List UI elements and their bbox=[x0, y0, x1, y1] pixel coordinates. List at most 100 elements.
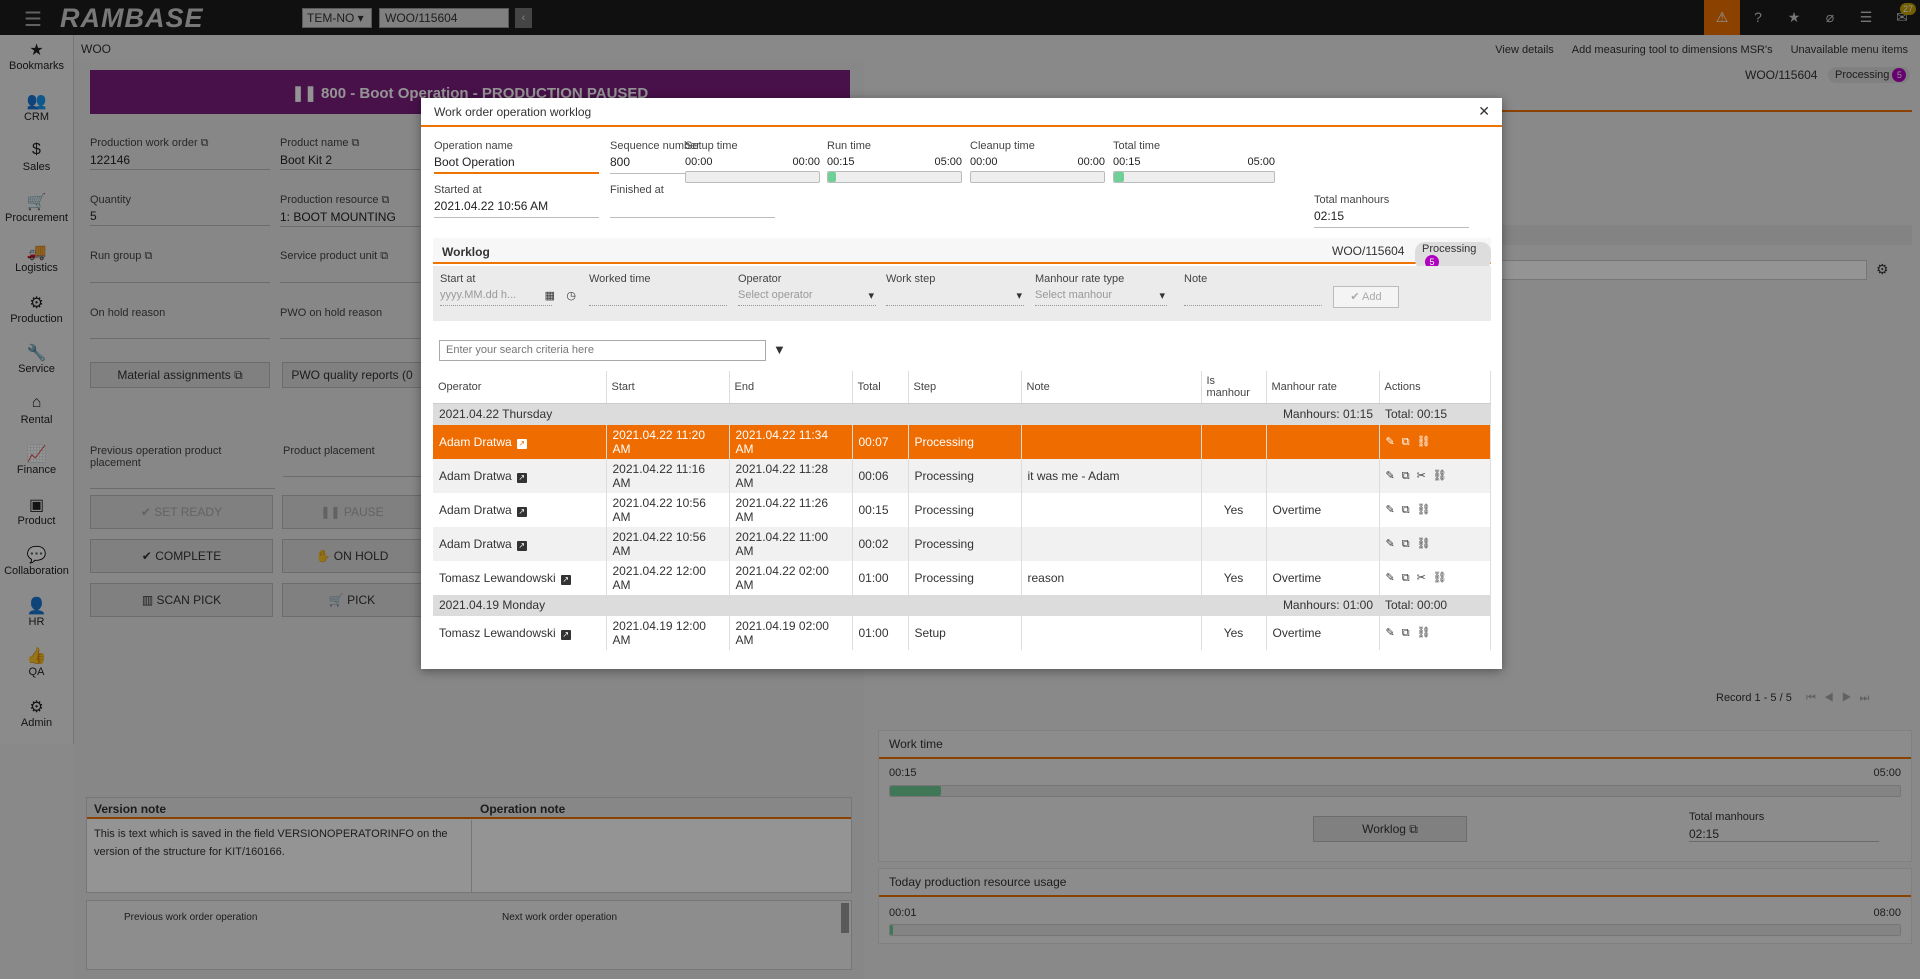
filter-icon[interactable]: ▼ bbox=[773, 342, 786, 357]
external-link-icon[interactable]: ⧉ bbox=[380, 250, 389, 262]
unlink-icon[interactable]: ⛓ bbox=[1432, 572, 1447, 584]
field-value[interactable]: 2021.04.22 10:56 AM bbox=[434, 199, 599, 218]
unlink-icon[interactable]: ⛓ bbox=[1432, 470, 1447, 482]
field-value[interactable] bbox=[610, 199, 775, 218]
column-header[interactable]: Operator bbox=[433, 371, 607, 404]
work-step-select[interactable]: ▾ bbox=[886, 289, 1024, 306]
table-row[interactable]: Adam Dratwa ↗ 2021.04.22 10:56 AM 2021.04.2… bbox=[433, 526, 1491, 561]
list-icon[interactable]: ☰ bbox=[1859, 9, 1873, 25]
unlink-icon[interactable]: ⛓ bbox=[1416, 627, 1431, 639]
pause-button[interactable]: ❚❚ PAUSE bbox=[282, 495, 422, 529]
pwo-quality-reports-button[interactable]: PWO quality reports (0 bbox=[282, 362, 422, 388]
edit-icon[interactable]: ✎ bbox=[1385, 436, 1395, 448]
sidebar-item-admin[interactable]: ⚙ Admin bbox=[0, 692, 73, 743]
copy-icon[interactable]: ⧉ bbox=[1401, 572, 1410, 584]
worked-time-input[interactable] bbox=[589, 289, 727, 306]
menu-icon[interactable]: ☰ bbox=[24, 9, 42, 31]
unlink-icon[interactable]: ⛓ bbox=[1416, 538, 1431, 550]
external-link-icon[interactable]: ↗ bbox=[516, 540, 527, 551]
table-row[interactable]: Adam Dratwa ↗ 2021.04.22 11:16 AM 2021.04.2… bbox=[433, 458, 1491, 493]
clock-icon[interactable]: ◷ bbox=[566, 290, 576, 302]
sidebar-item-service[interactable]: 🔧 Service bbox=[0, 338, 73, 389]
column-header[interactable]: Note bbox=[1021, 371, 1202, 404]
external-link-icon[interactable]: ⧉ bbox=[144, 250, 153, 262]
calendar-icon[interactable]: ▦ bbox=[544, 290, 555, 302]
start-at-input[interactable]: yyyy.MM.dd h... ▦ ◷ bbox=[440, 289, 576, 306]
external-link-icon[interactable]: ↗ bbox=[516, 438, 527, 449]
edit-icon[interactable]: ✎ bbox=[1385, 572, 1395, 584]
back-button[interactable]: ‹ bbox=[515, 8, 532, 28]
help-icon[interactable]: ? bbox=[1754, 9, 1762, 25]
copy-icon[interactable]: ⧉ bbox=[1401, 627, 1410, 639]
field-value[interactable] bbox=[283, 460, 423, 477]
external-link-icon[interactable]: ⧉ bbox=[351, 137, 360, 149]
table-row[interactable]: Tomasz Lewandowski ↗ 2021.04.19 12:00 AM 20… bbox=[433, 615, 1491, 650]
copy-icon[interactable]: ⧉ bbox=[1401, 470, 1410, 482]
field-value[interactable] bbox=[280, 266, 420, 283]
table-row[interactable]: Tomasz Lewandowski ↗ 2021.04.22 12:00 AM 20… bbox=[433, 560, 1491, 595]
column-header[interactable]: Step bbox=[908, 371, 1022, 404]
set-ready-button[interactable]: ✔ SET READY bbox=[90, 495, 273, 529]
scrollbar[interactable] bbox=[841, 903, 849, 933]
field-value[interactable]: 1: BOOT MOUNTING bbox=[280, 210, 420, 227]
warning-icon[interactable]: ⚠ bbox=[1704, 0, 1740, 35]
edit-icon[interactable]: ✎ bbox=[1385, 504, 1395, 516]
menu-link[interactable]: Unavailable menu items bbox=[1790, 44, 1908, 56]
column-header[interactable]: Start bbox=[606, 371, 730, 404]
unlink-icon[interactable]: ⛓ bbox=[1416, 504, 1431, 516]
external-link-icon[interactable]: ⧉ bbox=[381, 194, 390, 206]
column-header[interactable]: Actions bbox=[1379, 371, 1491, 404]
copy-icon[interactable]: ⧉ bbox=[1401, 436, 1410, 448]
next-wo-op-link[interactable]: Next work order operation bbox=[502, 912, 618, 923]
gear-icon[interactable]: ⚙ bbox=[1876, 261, 1889, 277]
field-value[interactable]: Boot Operation bbox=[434, 155, 599, 174]
external-link-icon[interactable]: ↗ bbox=[516, 472, 527, 483]
sidebar-item-hr[interactable]: 👤 HR bbox=[0, 591, 73, 642]
on-hold-button[interactable]: ✋ ON HOLD bbox=[282, 539, 422, 573]
field-value[interactable]: 5 bbox=[90, 209, 270, 226]
close-icon[interactable]: ✕ bbox=[1478, 103, 1490, 119]
copy-icon[interactable]: ⧉ bbox=[1401, 538, 1410, 550]
quick-search-input[interactable]: WOO/115604 bbox=[379, 8, 509, 28]
external-link-icon[interactable]: ↗ bbox=[560, 629, 571, 640]
external-link-icon[interactable]: ↗ bbox=[560, 574, 571, 585]
sidebar-item-production[interactable]: ⚙ Production bbox=[0, 288, 73, 339]
paperclip-icon[interactable]: ⌀ bbox=[1825, 9, 1835, 25]
sidebar-item-procurement[interactable]: 🛒 Procurement bbox=[0, 187, 73, 238]
sidebar-item-product[interactable]: ▣ Product bbox=[0, 490, 73, 541]
unlink-icon[interactable]: ⛓ bbox=[1416, 436, 1431, 448]
worklog-button[interactable]: Worklog ⧉ bbox=[1313, 816, 1467, 842]
column-header[interactable]: Manhour rate bbox=[1266, 371, 1380, 404]
field-value[interactable] bbox=[90, 322, 270, 339]
add-button[interactable]: ✔ Add bbox=[1333, 286, 1399, 308]
sidebar-item-collaboration[interactable]: 💬 Collaboration bbox=[0, 540, 73, 591]
field-value[interactable] bbox=[90, 266, 270, 283]
field-value[interactable]: Boot Kit 2 bbox=[280, 153, 420, 170]
sidebar-item-bookmarks[interactable]: ★ Bookmarks bbox=[0, 35, 73, 86]
menu-link[interactable]: View details bbox=[1495, 44, 1554, 56]
edit-icon[interactable]: ✎ bbox=[1385, 470, 1395, 482]
scan-pick-button[interactable]: ▥ SCAN PICK bbox=[90, 583, 273, 617]
sidebar-item-qa[interactable]: 👍 QA bbox=[0, 641, 73, 692]
table-row[interactable]: Adam Dratwa ↗ 2021.04.22 10:56 AM 2021.04.2… bbox=[433, 492, 1491, 527]
sidebar-item-sales[interactable]: $ Sales bbox=[0, 136, 73, 187]
column-header[interactable]: End bbox=[729, 371, 853, 404]
star-icon[interactable]: ★ bbox=[1787, 9, 1801, 25]
menu-link[interactable]: Add measuring tool to dimensions MSR's bbox=[1571, 44, 1773, 56]
sidebar-item-finance[interactable]: 📈 Finance bbox=[0, 439, 73, 490]
split-icon[interactable]: ✂ bbox=[1416, 470, 1426, 482]
search-input[interactable]: Enter your search criteria here bbox=[439, 340, 766, 361]
field-value[interactable]: 122146 bbox=[90, 153, 270, 170]
complete-button[interactable]: ✔ COMPLETE bbox=[90, 539, 273, 573]
table-row[interactable]: Adam Dratwa ↗ 2021.04.22 11:20 AM 2021.04.2… bbox=[433, 424, 1491, 459]
pager-icons[interactable]: ⏮◀▶⏭ bbox=[1806, 692, 1878, 704]
material-assignments-button[interactable]: Material assignments ⧉ bbox=[90, 362, 270, 388]
split-icon[interactable]: ✂ bbox=[1416, 572, 1426, 584]
sidebar-item-rental[interactable]: ⌂ Rental bbox=[0, 389, 73, 440]
external-link-icon[interactable]: ↗ bbox=[516, 506, 527, 517]
manhour-rate-select[interactable]: Select manhour ▾ bbox=[1035, 289, 1167, 306]
column-header[interactable]: Is manhour bbox=[1201, 371, 1267, 404]
copy-icon[interactable]: ⧉ bbox=[1401, 504, 1410, 516]
operator-select[interactable]: Select operator ▾ bbox=[738, 289, 876, 306]
field-value[interactable]: 02:15 bbox=[1314, 209, 1469, 228]
